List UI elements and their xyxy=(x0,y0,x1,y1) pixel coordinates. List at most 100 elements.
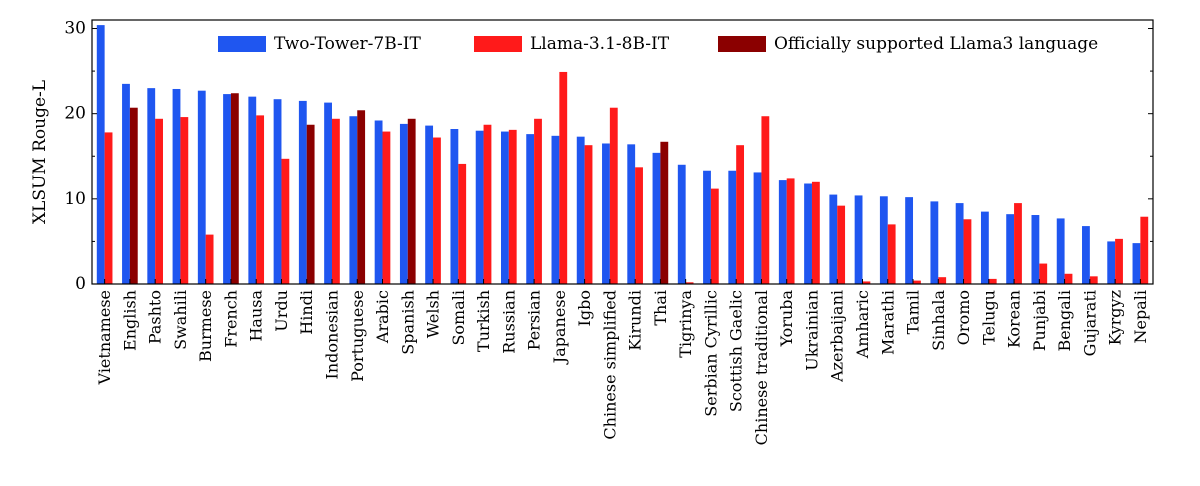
bar-llama xyxy=(609,107,618,284)
category-label: Burmese xyxy=(196,290,215,362)
category-label: French xyxy=(221,290,240,348)
category-label: Portuguese xyxy=(348,290,367,382)
bar-two-tower xyxy=(172,88,181,284)
category-label: Nepali xyxy=(1131,290,1150,343)
category-label: Marathi xyxy=(878,290,897,355)
bar-llama xyxy=(1064,273,1073,284)
bar-llama xyxy=(736,145,745,284)
bar-llama xyxy=(180,117,189,285)
bar-llama xyxy=(508,129,517,284)
bar-two-tower xyxy=(652,152,661,284)
bar-llama xyxy=(635,167,643,284)
bar-llama xyxy=(862,281,871,284)
bar-two-tower xyxy=(425,125,434,284)
category-label: Turkish xyxy=(474,290,493,352)
bar-llama xyxy=(584,145,593,284)
bar-llama xyxy=(1115,238,1123,284)
category-label: Bengali xyxy=(1055,290,1074,352)
bar-llama xyxy=(837,205,846,284)
bar-llama xyxy=(1014,203,1022,284)
bar-llama xyxy=(988,278,997,284)
category-label: Vietnamese xyxy=(95,290,114,385)
legend-label: Officially supported Llama3 language xyxy=(774,34,1098,54)
bar-llama xyxy=(407,118,416,284)
bar-two-tower xyxy=(703,170,711,284)
bar-llama xyxy=(129,107,138,284)
y-tick-label: 30 xyxy=(64,19,86,39)
bar-llama xyxy=(306,124,315,285)
legend-swatch xyxy=(474,36,522,52)
category-label: Tamil xyxy=(904,290,923,334)
bar-two-tower xyxy=(96,25,105,284)
category-label: Spanish xyxy=(398,290,417,355)
legend: Two-Tower-7B-IT Llama-3.1-8B-IT Officially… xyxy=(218,34,1098,54)
bar-llama xyxy=(710,188,719,284)
bar-two-tower xyxy=(602,143,610,284)
bar-llama xyxy=(357,110,366,284)
bar-two-tower xyxy=(374,120,383,284)
category-label: Thai xyxy=(651,290,670,326)
y-tick-label: 10 xyxy=(64,189,86,209)
bar-two-tower xyxy=(879,196,888,284)
bar-llama xyxy=(913,280,921,284)
bar-two-tower xyxy=(500,131,509,284)
bar-llama xyxy=(660,141,669,284)
y-tick-label: 20 xyxy=(64,104,86,124)
bar-llama xyxy=(458,163,467,284)
bar-llama xyxy=(938,277,947,284)
bar-two-tower xyxy=(980,211,989,284)
category-label: Punjabi xyxy=(1030,290,1049,351)
bar-llama xyxy=(963,219,972,284)
bar-two-tower xyxy=(197,90,206,284)
category-label: Arabic xyxy=(373,290,392,344)
bar-llama xyxy=(761,116,770,284)
bar-two-tower xyxy=(576,136,585,284)
category-label: Sinhala xyxy=(929,290,948,351)
category-label: Gujarati xyxy=(1080,290,1099,356)
bar-two-tower xyxy=(753,172,762,284)
bar-llama xyxy=(685,282,694,284)
y-axis-label: XLSUM Rouge-L xyxy=(30,80,50,224)
category-label: Pashto xyxy=(146,290,165,344)
category-label: Serbian Cyrillic xyxy=(701,290,720,417)
category-label: Chinese simplified xyxy=(600,290,619,440)
bar-two-tower xyxy=(122,83,130,284)
bar-llama xyxy=(811,181,820,284)
bar-two-tower xyxy=(248,96,257,284)
category-label: Russian xyxy=(499,290,518,354)
y-axis: 0 10 20 30 xyxy=(64,19,1153,294)
bar-llama xyxy=(331,118,340,284)
bar-llama xyxy=(534,118,542,284)
bar-two-tower xyxy=(223,94,231,284)
bar-two-tower xyxy=(930,201,939,284)
bar-two-tower xyxy=(804,183,812,284)
bar-two-tower xyxy=(475,130,484,284)
y-tick-label: 0 xyxy=(75,274,86,294)
bar-two-tower xyxy=(1056,218,1065,284)
bar-two-tower xyxy=(551,135,560,284)
x-axis: Vietnamese English Pashto Swahili Burmese Fre… xyxy=(95,279,1150,445)
category-label: Swahili xyxy=(171,290,190,350)
bar-two-tower xyxy=(627,144,636,284)
bar-two-tower xyxy=(526,134,535,284)
bar-two-tower xyxy=(298,100,307,284)
category-label: English xyxy=(120,290,139,351)
bar-two-tower xyxy=(1006,214,1015,284)
category-label: Igbo xyxy=(575,290,594,326)
category-label: Telugu xyxy=(979,290,998,345)
category-label: Indonesian xyxy=(322,290,341,379)
bar-llama xyxy=(205,234,214,284)
bar-two-tower xyxy=(677,164,686,284)
bar-two-tower xyxy=(273,99,282,284)
category-label: Oromo xyxy=(954,290,973,345)
bar-llama xyxy=(104,132,113,284)
bar-llama xyxy=(256,115,265,284)
bar-llama xyxy=(887,224,896,284)
bar-llama xyxy=(155,118,163,284)
category-label: Amharic xyxy=(853,290,872,359)
category-label: Azerbaijani xyxy=(828,290,847,383)
legend-swatch xyxy=(218,36,266,52)
category-label: Persian xyxy=(525,290,544,350)
bar-two-tower xyxy=(778,180,787,284)
